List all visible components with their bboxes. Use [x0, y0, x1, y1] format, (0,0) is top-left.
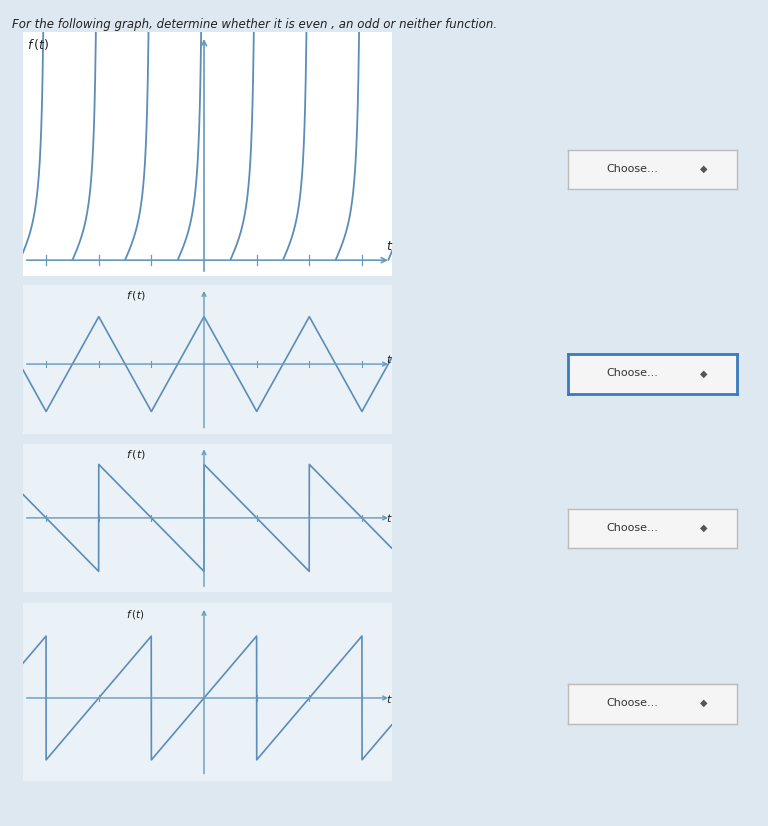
- Text: $t$: $t$: [386, 693, 393, 705]
- Text: $-3\pi$: $-3\pi$: [33, 294, 59, 307]
- Text: ◆: ◆: [700, 368, 707, 378]
- Text: $f\,(t)$: $f\,(t)$: [126, 448, 146, 461]
- Text: $t$: $t$: [386, 240, 393, 253]
- Text: $f\,(t)$: $f\,(t)$: [126, 608, 145, 621]
- Text: $t$: $t$: [386, 512, 393, 524]
- Text: For the following graph, determine whether it is even , an odd or neither functi: For the following graph, determine wheth…: [12, 18, 497, 31]
- Text: $-\pi$: $-\pi$: [142, 294, 161, 307]
- Text: ◆: ◆: [700, 164, 707, 173]
- Text: $\pi$: $\pi$: [252, 294, 261, 307]
- Text: ◆: ◆: [700, 698, 707, 708]
- Text: ◆: ◆: [700, 523, 707, 533]
- Text: Choose...: Choose...: [607, 698, 658, 708]
- Text: $t$: $t$: [386, 354, 393, 365]
- Text: Choose...: Choose...: [607, 368, 658, 378]
- Text: $f\,(t)$: $f\,(t)$: [27, 37, 48, 52]
- Text: $f\,(t)$: $f\,(t)$: [126, 289, 146, 302]
- Text: Choose...: Choose...: [607, 523, 658, 533]
- Text: Choose...: Choose...: [607, 164, 658, 173]
- Text: $2\pi$: $2\pi$: [301, 294, 318, 307]
- Text: $-2\pi$: $-2\pi$: [85, 294, 112, 307]
- Text: $3\pi$: $3\pi$: [353, 294, 370, 307]
